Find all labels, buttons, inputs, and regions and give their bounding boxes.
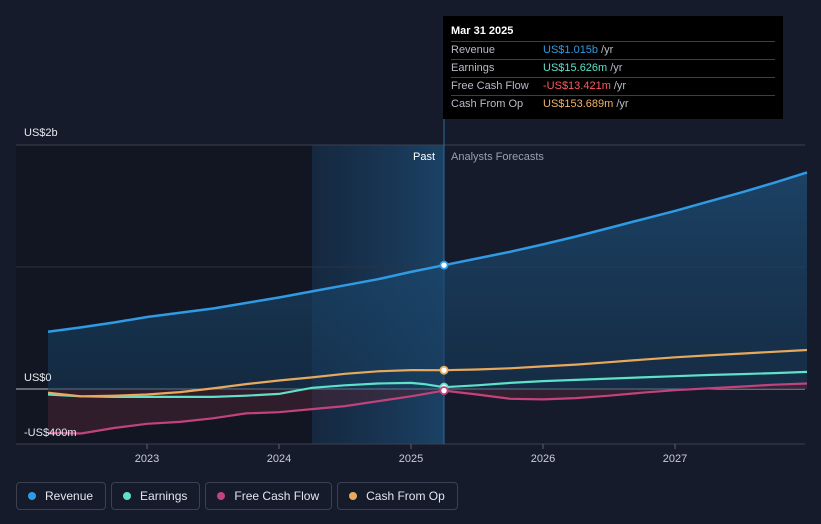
axis-labels: US$2b US$0 -US$400m Past Analysts Foreca… [24, 127, 544, 439]
free-cash-flow-marker [439, 386, 449, 396]
legend-dot-icon [123, 492, 132, 500]
tooltip-unit: /yr [610, 62, 623, 74]
cash-from-op-line [47, 348, 808, 398]
legend-dot-icon [217, 492, 226, 500]
x-tick-label: 2025 [399, 453, 423, 465]
revenue-line [47, 171, 808, 333]
tooltip-label: Revenue [451, 44, 496, 56]
tooltip-row-earnings: Earnings US$15.626m /yr [451, 59, 775, 77]
legend-dot-icon [349, 492, 358, 500]
x-tick-label: 2024 [267, 453, 291, 465]
legend-label: Revenue [45, 489, 94, 503]
legend: Revenue Earnings Free Cash Flow Cash Fro… [16, 482, 458, 510]
hover-tooltip: Mar 31 2025 Revenue US$1.015b /yr Earnin… [443, 16, 783, 119]
legend-label: Cash From Op [366, 489, 445, 503]
legend-label: Free Cash Flow [234, 489, 320, 503]
tooltip-unit: /yr [601, 44, 614, 56]
region-label-forecast: Analysts Forecasts [451, 151, 544, 163]
revenue-marker [439, 260, 449, 270]
tooltip-row-cash-from-op: Cash From Op US$153.689m /yr [451, 95, 775, 113]
earnings-line [47, 370, 808, 398]
hover-markers [439, 260, 449, 396]
y-tick-label-zero: US$0 [24, 372, 52, 384]
y-tick-label-max: US$2b [24, 127, 58, 139]
tooltip-value: US$1.015b [543, 44, 599, 56]
tooltip-value: -US$13.421m [543, 80, 611, 92]
free-cash-flow-line [47, 382, 808, 435]
tooltip-value: US$15.626m [543, 62, 608, 74]
tooltip-label: Free Cash Flow [451, 80, 529, 92]
tooltip-date: Mar 31 2025 [451, 25, 514, 37]
tooltip-row-free-cash-flow: Free Cash Flow -US$13.421m /yr [451, 77, 775, 95]
legend-item-cash-from-op[interactable]: Cash From Op [337, 482, 458, 510]
tooltip-value: US$153.689m [543, 98, 614, 110]
y-tick-label-min: -US$400m [24, 427, 77, 439]
legend-item-revenue[interactable]: Revenue [16, 482, 107, 510]
legend-dot-icon [28, 492, 36, 500]
x-axis-ticks: 2023 2024 2025 2026 2027 [135, 444, 687, 465]
series-lines [47, 171, 808, 435]
x-tick-label: 2023 [135, 453, 159, 465]
tooltip-row-revenue: Revenue US$1.015b /yr [451, 41, 775, 59]
legend-item-free-cash-flow[interactable]: Free Cash Flow [205, 482, 333, 510]
cash-from-op-marker [439, 365, 449, 375]
tooltip-unit: /yr [613, 80, 627, 92]
x-tick-label: 2027 [663, 453, 687, 465]
tooltip-label: Earnings [451, 62, 495, 74]
legend-item-earnings[interactable]: Earnings [111, 482, 201, 510]
x-tick-label: 2026 [531, 453, 555, 465]
tooltip-label: Cash From Op [451, 98, 524, 110]
region-label-past: Past [413, 151, 435, 163]
legend-label: Earnings [140, 489, 188, 503]
tooltip-unit: /yr [616, 98, 629, 110]
